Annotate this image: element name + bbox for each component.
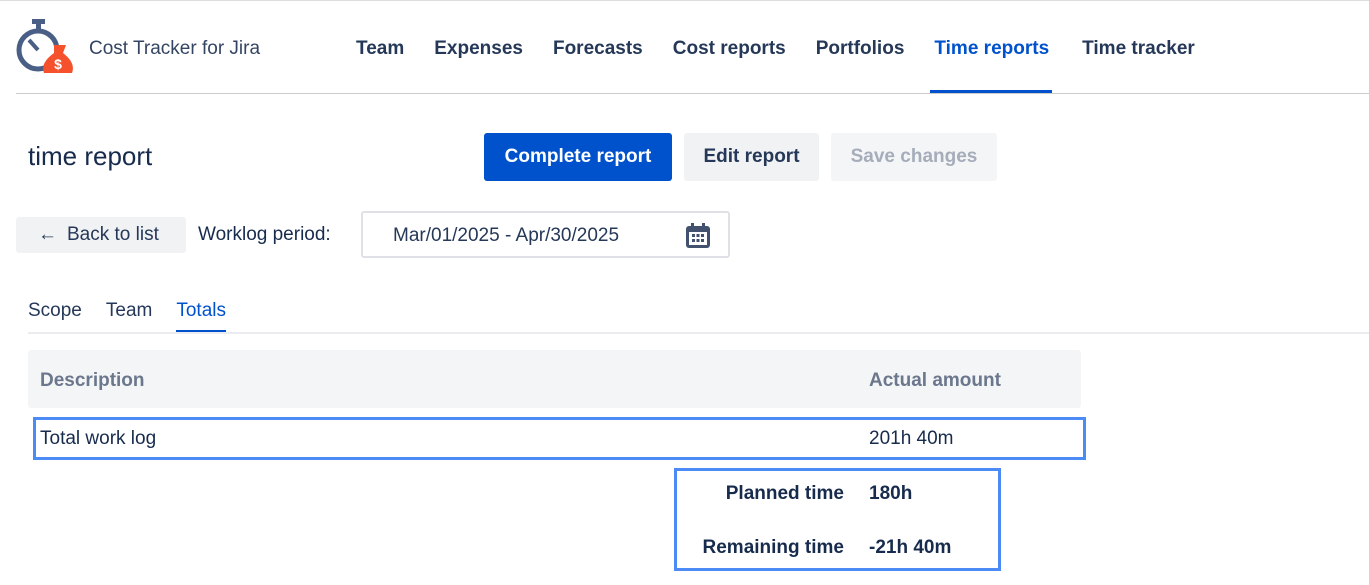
table-row: Total work log 201h 40m <box>33 417 1086 460</box>
planned-time-value: 180h <box>869 483 913 504</box>
tab-team[interactable]: Team <box>105 300 153 321</box>
nav-portfolios[interactable]: Portfolios <box>815 38 905 59</box>
remaining-time-value: -21h 40m <box>869 537 952 558</box>
row-description: Total work log <box>40 428 157 449</box>
svg-text:$: $ <box>54 56 62 72</box>
back-label: Back to list <box>67 224 159 245</box>
calendar-icon[interactable] <box>684 222 712 250</box>
page-title: time report <box>28 141 153 171</box>
save-changes-button[interactable]: Save changes <box>831 133 997 181</box>
back-to-list-button[interactable]: ← Back to list <box>16 217 186 253</box>
nav-forecasts[interactable]: Forecasts <box>552 38 643 59</box>
table-header: Description Actual amount <box>28 350 1081 408</box>
nav-team[interactable]: Team <box>356 38 405 59</box>
edit-report-button[interactable]: Edit report <box>684 133 819 181</box>
period-value: Mar/01/2025 - Apr/30/2025 <box>393 225 620 246</box>
tab-totals[interactable]: Totals <box>176 300 226 333</box>
nav-cost-reports[interactable]: Cost reports <box>672 38 786 59</box>
remaining-time-label: Remaining time <box>702 537 844 558</box>
app-logo-icon: $ <box>16 19 73 73</box>
nav-expenses[interactable]: Expenses <box>434 38 523 59</box>
row-amount: 201h 40m <box>869 428 954 449</box>
top-nav: Team Expenses Forecasts Cost reports Por… <box>356 1 1225 93</box>
tab-scope[interactable]: Scope <box>28 300 82 321</box>
worklog-period-label: Worklog period: <box>198 224 331 245</box>
tabs-divider <box>28 332 1369 334</box>
arrow-left-icon: ← <box>38 224 57 245</box>
header-description: Description <box>40 370 145 391</box>
nav-time-tracker[interactable]: Time tracker <box>1082 38 1195 59</box>
tabs: Scope Team Totals <box>28 300 250 333</box>
summary-box: Planned time 180h Remaining time -21h 40… <box>674 468 1001 571</box>
nav-time-reports[interactable]: Time reports <box>930 1 1053 93</box>
divider <box>16 93 1369 94</box>
header-actual-amount: Actual amount <box>869 370 1001 391</box>
complete-report-button[interactable]: Complete report <box>484 133 672 181</box>
worklog-period-input[interactable]: Mar/01/2025 - Apr/30/2025 <box>361 211 730 258</box>
app-name: Cost Tracker for Jira <box>89 38 261 59</box>
planned-time-label: Planned time <box>725 483 844 504</box>
